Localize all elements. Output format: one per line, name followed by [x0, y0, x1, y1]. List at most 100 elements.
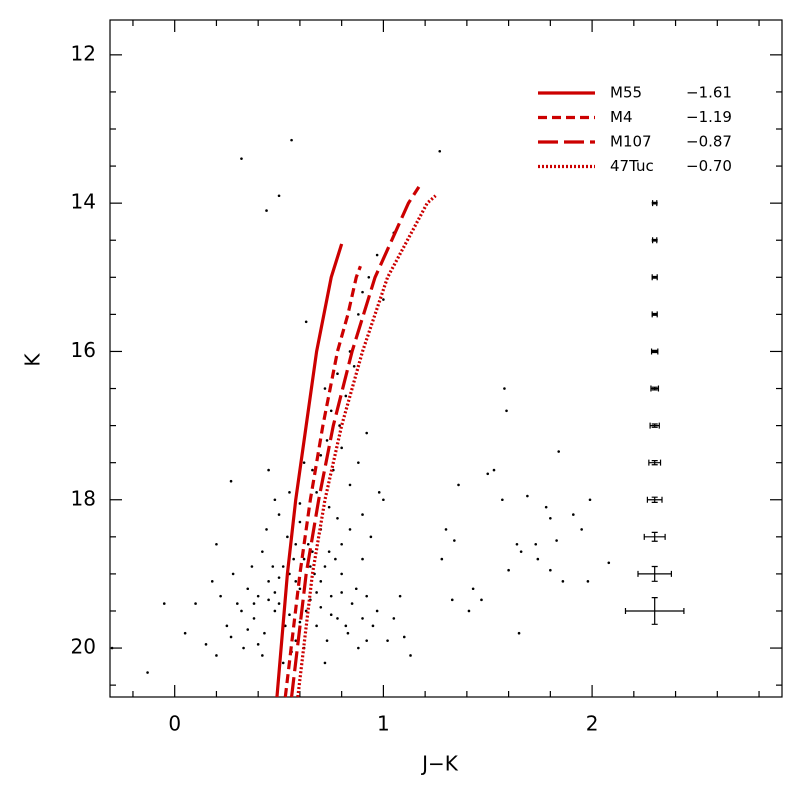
star-point [471, 587, 475, 591]
star-point [273, 609, 277, 613]
star-point [361, 617, 364, 620]
star-point [555, 539, 558, 542]
star-point [572, 513, 575, 516]
star-point [288, 491, 291, 494]
star-point [549, 568, 552, 572]
star-point [480, 598, 483, 602]
legend-metallicity: −0.70 [686, 157, 732, 175]
star-point [210, 580, 214, 583]
star-point [329, 409, 333, 413]
star-point [240, 609, 243, 613]
star-point [281, 661, 285, 665]
star-point [290, 138, 293, 142]
error-bar-x [637, 570, 672, 577]
star-point [252, 602, 256, 605]
star-point [277, 576, 281, 579]
star-point [319, 605, 323, 609]
star-point [327, 550, 331, 553]
star-point [352, 364, 356, 368]
y-axis-label: K [21, 353, 45, 367]
x-tick-label: 1 [377, 712, 390, 736]
star-point [277, 513, 281, 516]
star-point [467, 609, 471, 613]
star-point [340, 542, 343, 546]
star-point [526, 494, 529, 498]
star-point [365, 639, 368, 642]
star-point [402, 635, 406, 639]
star-point [361, 513, 364, 516]
star-point [294, 639, 298, 642]
star-point [536, 557, 540, 561]
star-point [486, 472, 490, 476]
star-point [519, 550, 523, 553]
star-point [311, 468, 314, 472]
star-point [315, 624, 318, 628]
legend-metallicity: −1.19 [686, 108, 732, 126]
x-tick-label: 2 [586, 712, 599, 736]
star-point [256, 594, 260, 598]
star-point [580, 528, 583, 531]
star-point [304, 320, 308, 324]
star-point [607, 561, 611, 565]
star-point [323, 565, 327, 568]
star-point [323, 387, 327, 390]
star-point [225, 624, 229, 628]
star-point [277, 602, 281, 605]
star-point [311, 550, 314, 553]
star-point [503, 387, 506, 390]
star-point [340, 591, 343, 594]
star-point [348, 528, 352, 531]
star-point [329, 613, 333, 616]
x-tick-label: 0 [168, 712, 181, 736]
star-point [440, 557, 444, 561]
star-point [271, 565, 275, 568]
star-point [369, 535, 373, 539]
star-point [319, 580, 323, 583]
star-point [286, 535, 289, 539]
star-point [267, 598, 270, 602]
star-point [261, 550, 264, 553]
error-bar-x [624, 607, 685, 614]
star-point [240, 157, 243, 160]
star-point [344, 624, 348, 628]
star-point [505, 409, 508, 413]
error-bar-x [650, 348, 659, 355]
star-point [382, 498, 385, 502]
star-point [265, 528, 268, 531]
error-bar-x [652, 237, 658, 244]
star-point [450, 598, 454, 602]
star-point [501, 498, 504, 502]
star-point [375, 253, 379, 257]
plot-frame [109, 19, 783, 698]
star-point [273, 591, 277, 594]
star-point [377, 491, 381, 494]
y-tick-label: 16 [71, 338, 96, 362]
star-point [267, 468, 270, 472]
star-point [336, 372, 339, 376]
star-point [344, 394, 348, 398]
star-point [365, 594, 368, 598]
star-point [386, 639, 389, 642]
star-point [194, 602, 197, 605]
star-point [288, 613, 291, 616]
star-point [265, 209, 268, 212]
star-point [273, 498, 277, 502]
star-point [329, 594, 333, 598]
star-point [438, 149, 442, 153]
error-bar-x [652, 200, 658, 207]
y-tick-label: 18 [71, 486, 96, 510]
star-point [298, 502, 302, 505]
star-point [325, 439, 329, 442]
legend-metallicity: −0.87 [686, 133, 732, 151]
star-point [323, 661, 327, 665]
error-bar-x [651, 311, 658, 318]
star-point [302, 461, 306, 464]
star-point [261, 654, 264, 657]
star-point [398, 594, 402, 598]
star-point [375, 609, 379, 613]
isochrone [283, 265, 362, 698]
star-point [365, 431, 368, 435]
star-point [334, 557, 337, 561]
star-point [327, 505, 331, 509]
star-point [256, 643, 260, 646]
